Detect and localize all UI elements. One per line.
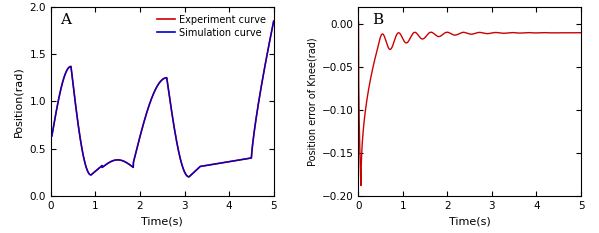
Text: B: B — [371, 13, 383, 27]
X-axis label: Time(s): Time(s) — [449, 216, 491, 226]
Y-axis label: Position error of Knee(rad): Position error of Knee(rad) — [307, 37, 317, 166]
Legend: Experiment curve, Simulation curve: Experiment curve, Simulation curve — [155, 12, 269, 41]
Text: A: A — [60, 13, 71, 27]
X-axis label: Time(s): Time(s) — [141, 216, 183, 226]
Y-axis label: Position(rad): Position(rad) — [14, 66, 24, 137]
